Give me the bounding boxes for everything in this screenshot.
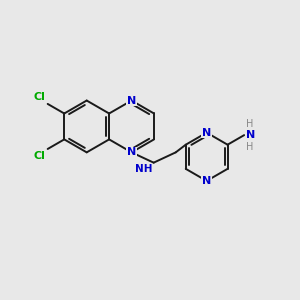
Text: N: N: [202, 176, 211, 186]
Text: Cl: Cl: [33, 92, 45, 102]
Text: N: N: [246, 130, 255, 140]
Text: H: H: [246, 142, 253, 152]
Text: N: N: [127, 147, 136, 158]
Text: Cl: Cl: [33, 151, 45, 161]
Text: H: H: [246, 119, 253, 129]
Text: N: N: [202, 128, 211, 138]
Text: N: N: [127, 95, 136, 106]
Text: NH: NH: [135, 164, 153, 174]
